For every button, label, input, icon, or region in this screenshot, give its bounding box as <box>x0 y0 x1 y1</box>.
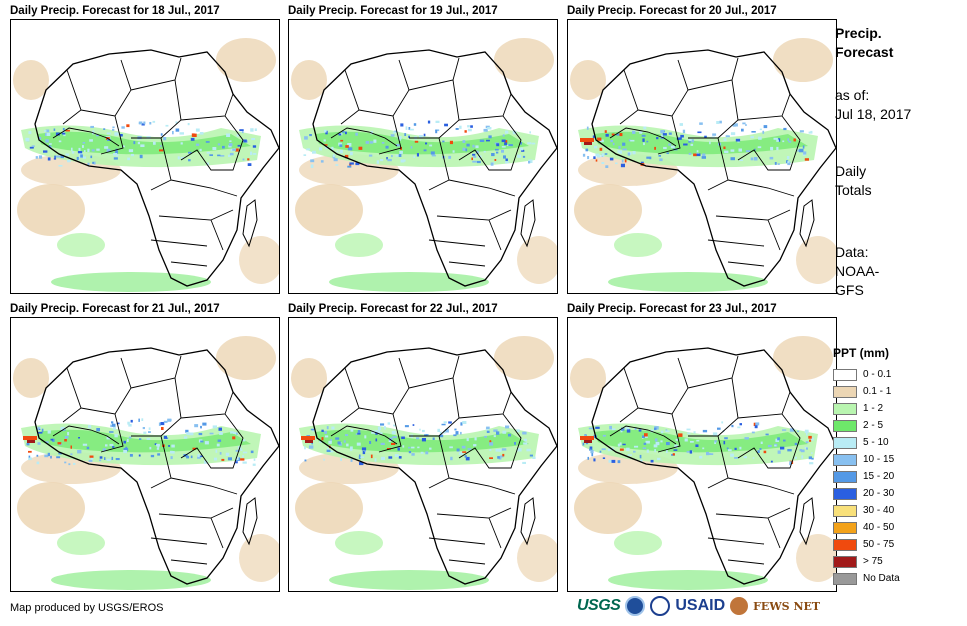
legend-label: 5 - 10 <box>863 437 889 448</box>
legend-label: 40 - 50 <box>863 522 895 533</box>
as-of-block: as of: Jul 18, 2017 <box>835 86 911 124</box>
legend-item: 2 - 5 <box>833 417 900 434</box>
legend-item: No Data <box>833 570 900 587</box>
legend-item: 30 - 40 <box>833 502 900 519</box>
legend-item: 20 - 30 <box>833 485 900 502</box>
forecast-panel-22jul: Daily Precip. Forecast for 22 Jul., 2017 <box>288 302 558 602</box>
legend-swatch <box>833 555 857 568</box>
legend-label: 20 - 30 <box>863 488 895 499</box>
forecast-panel-18jul: Daily Precip. Forecast for 18 Jul., 2017 <box>10 4 280 304</box>
panel-title: Daily Precip. Forecast for 20 Jul., 2017 <box>567 5 777 17</box>
legend-label: 15 - 20 <box>863 471 895 482</box>
as-of-label: as of: <box>835 87 870 103</box>
sidebar-title: Precip. Forecast <box>835 24 893 62</box>
forecast-panel-21jul: Daily Precip. Forecast for 21 Jul., 2017 <box>10 302 280 602</box>
legend-label: 50 - 75 <box>863 539 895 550</box>
data-line1: Data: <box>835 244 869 260</box>
legend-swatch <box>833 572 857 585</box>
panel-title: Daily Precip. Forecast for 18 Jul., 2017 <box>10 5 220 17</box>
legend-item: 50 - 75 <box>833 536 900 553</box>
noaa-logo-icon <box>625 596 646 616</box>
precip-map <box>567 19 837 294</box>
agency-logos: USGS USAID FEWS NET <box>577 596 820 616</box>
forecast-panel-19jul: Daily Precip. Forecast for 19 Jul., 2017 <box>288 4 558 304</box>
forecast-panel-23jul: Daily Precip. Forecast for 23 Jul., 2017 <box>567 302 837 602</box>
precip-map <box>288 19 558 294</box>
legend-item: 10 - 15 <box>833 451 900 468</box>
fews-net-logo: FEWS NET <box>753 599 821 613</box>
legend-label: 2 - 5 <box>863 420 884 431</box>
data-line3: GFS <box>835 282 864 298</box>
legend-swatch <box>833 453 857 466</box>
data-source-block: Data: NOAA- GFS <box>835 243 879 300</box>
legend-label: 10 - 15 <box>863 454 895 465</box>
usaid-logo: USAID <box>675 597 726 614</box>
panel-title: Daily Precip. Forecast for 21 Jul., 2017 <box>10 303 220 315</box>
legend-swatch <box>833 402 857 415</box>
precip-map <box>567 317 837 592</box>
legend-swatch <box>833 487 857 500</box>
usaid-seal-icon <box>650 596 671 616</box>
legend-item: 5 - 10 <box>833 434 900 451</box>
as-of-date: Jul 18, 2017 <box>835 106 912 122</box>
legend-item: 1 - 2 <box>833 400 900 417</box>
fews-net-seal-icon <box>730 597 749 615</box>
forecast-panel-20jul: Daily Precip. Forecast for 20 Jul., 2017 <box>567 4 837 304</box>
legend-item: 40 - 50 <box>833 519 900 536</box>
panel-title: Daily Precip. Forecast for 22 Jul., 2017 <box>288 303 498 315</box>
legend-label: 0 - 0.1 <box>863 369 892 380</box>
precip-legend: PPT (mm) 0 - 0.1 0.1 - 1 1 - 2 2 - 5 5 - 10 1… <box>833 346 900 587</box>
legend-swatch <box>833 436 857 449</box>
legend-swatch <box>833 470 857 483</box>
legend-label: 1 - 2 <box>863 403 884 414</box>
data-line2: NOAA- <box>835 263 880 279</box>
usgs-logo: USGS <box>577 597 621 614</box>
legend-swatch <box>833 419 857 432</box>
precip-map <box>10 19 280 294</box>
totals-line2: Totals <box>835 182 872 198</box>
sidebar-title-line1: Precip. <box>835 25 882 41</box>
legend-swatch <box>833 521 857 534</box>
map-credit: Map produced by USGS/EROS <box>10 602 164 614</box>
legend-rows: 0 - 0.1 0.1 - 1 1 - 2 2 - 5 5 - 10 10 - 15 15 … <box>833 366 900 587</box>
totals-block: Daily Totals <box>835 162 872 200</box>
precip-map <box>10 317 280 592</box>
legend-title: PPT (mm) <box>833 346 890 360</box>
legend-label: > 75 <box>863 556 883 567</box>
legend-label: 0.1 - 1 <box>863 386 892 397</box>
legend-label: No Data <box>863 573 900 584</box>
legend-swatch <box>833 368 857 381</box>
legend-item: > 75 <box>833 553 900 570</box>
legend-item: 0.1 - 1 <box>833 383 900 400</box>
legend-swatch <box>833 504 857 517</box>
legend-item: 0 - 0.1 <box>833 366 900 383</box>
legend-swatch <box>833 538 857 551</box>
sidebar-title-line2: Forecast <box>835 44 894 60</box>
precip-map <box>288 317 558 592</box>
totals-line1: Daily <box>835 163 867 179</box>
panel-title: Daily Precip. Forecast for 23 Jul., 2017 <box>567 303 777 315</box>
legend-item: 15 - 20 <box>833 468 900 485</box>
panel-title: Daily Precip. Forecast for 19 Jul., 2017 <box>288 5 498 17</box>
legend-swatch <box>833 385 857 398</box>
legend-label: 30 - 40 <box>863 505 895 516</box>
